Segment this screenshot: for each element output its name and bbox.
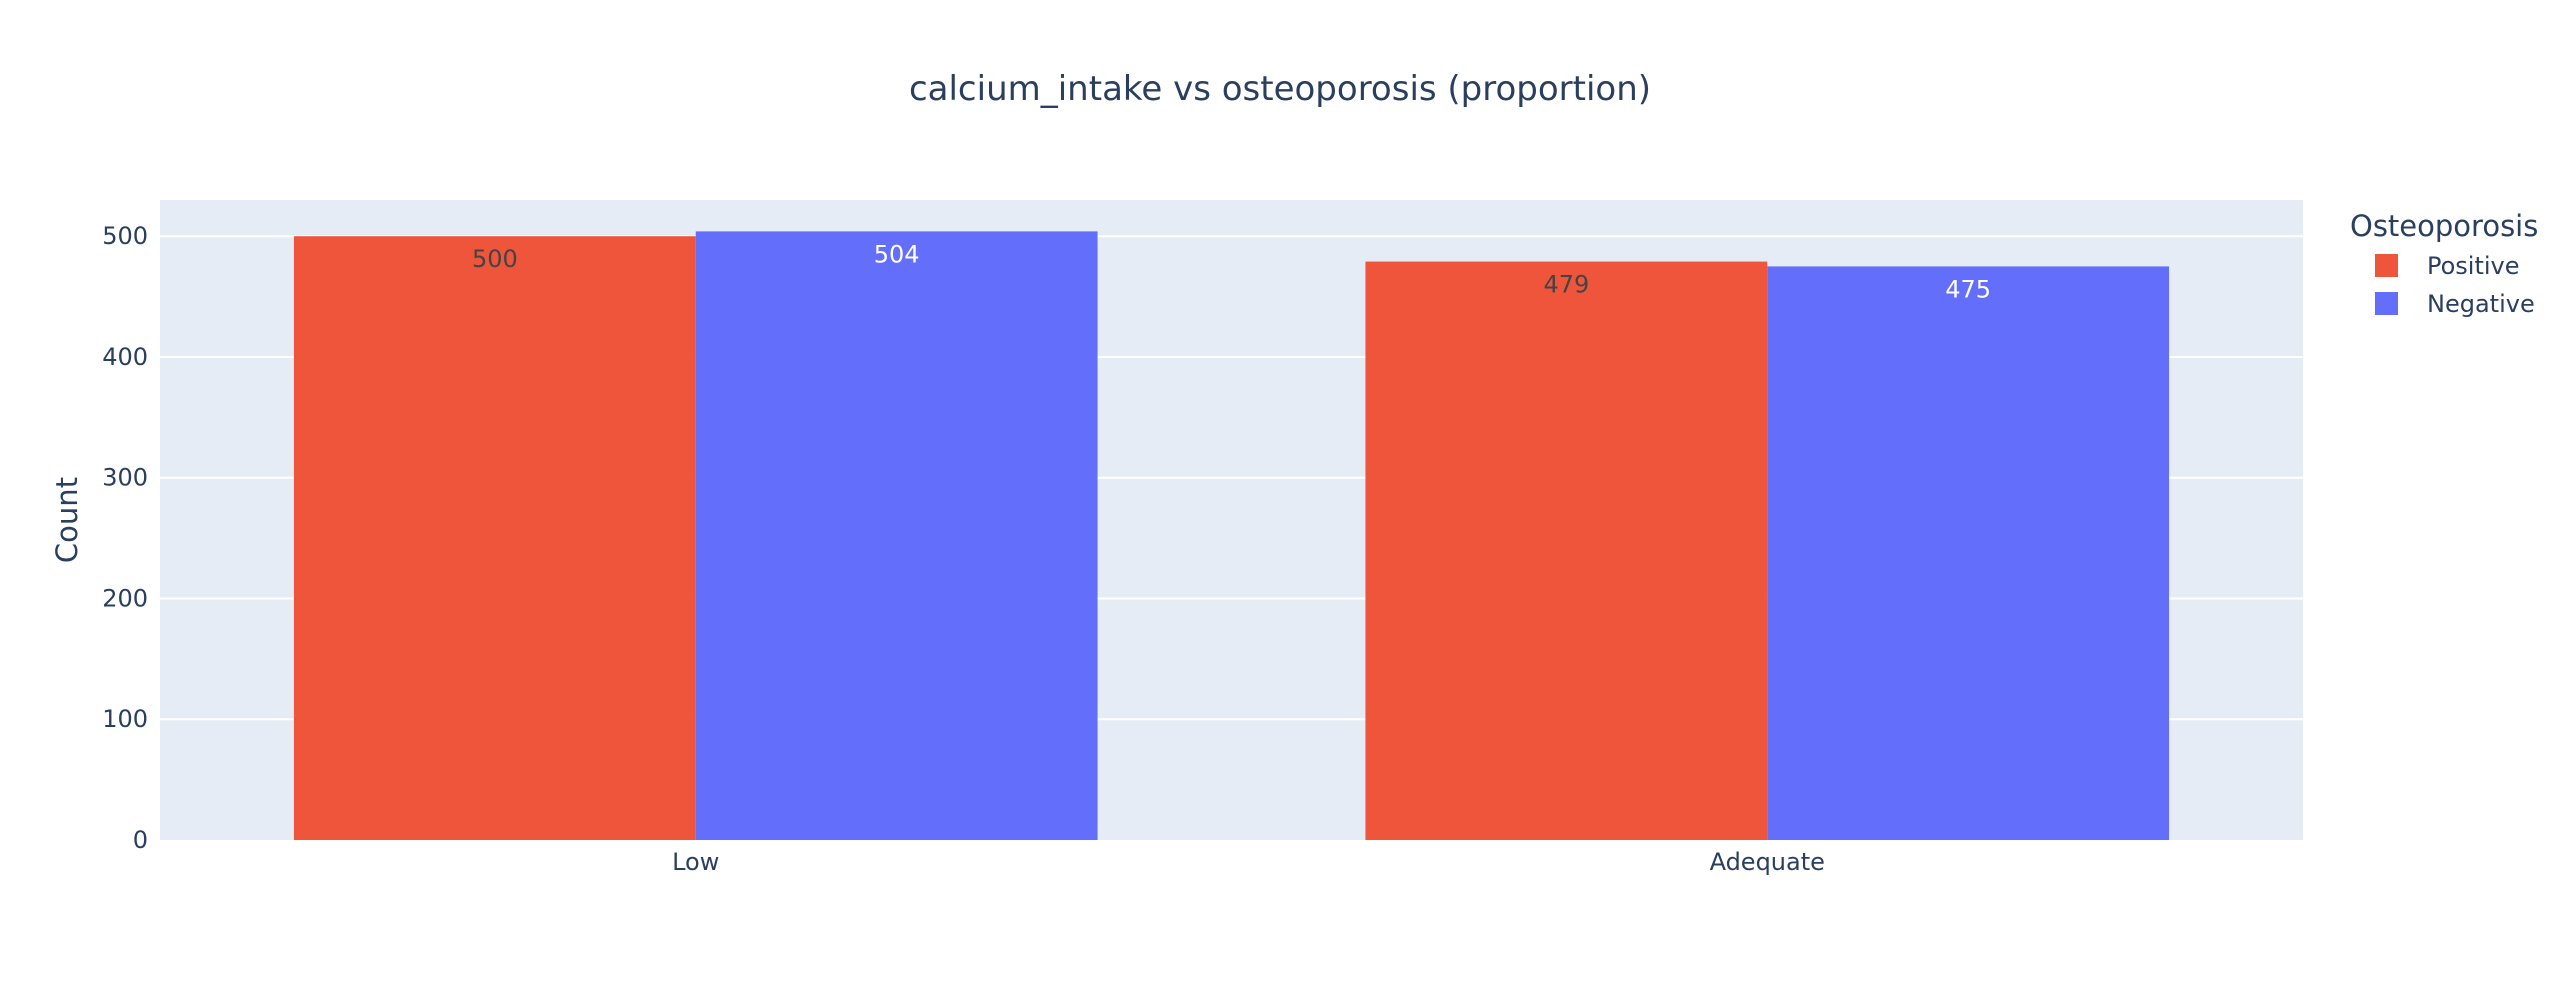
y-tick-label: 400 — [102, 343, 148, 371]
y-tick-label: 500 — [102, 222, 148, 250]
bar — [293, 236, 696, 840]
y-axis-title: Count — [50, 477, 84, 563]
y-tick-label: 100 — [102, 705, 148, 733]
bar-value-label: 475 — [1945, 275, 1991, 303]
chart-title: calcium_intake vs osteoporosis (proporti… — [909, 69, 1651, 109]
bar-value-label: 479 — [1543, 271, 1589, 299]
y-axis-ticks: 0 100 200 300 400 500 — [102, 222, 148, 854]
x-tick-label: Adequate — [1710, 848, 1825, 876]
y-tick-label: 0 — [133, 826, 148, 854]
bar-value-label: 500 — [472, 245, 518, 273]
legend-items: Positive Negative — [2375, 252, 2535, 318]
legend-swatch — [2375, 254, 2398, 277]
legend-label: Negative — [2427, 290, 2535, 318]
data-labels: 500 504 479 475 — [472, 240, 1991, 303]
bar — [1365, 261, 1768, 840]
y-tick-label: 300 — [102, 464, 148, 492]
bar — [695, 231, 1098, 840]
bar-value-label: 504 — [874, 240, 920, 268]
x-tick-label: Low — [672, 848, 719, 876]
legend-label: Positive — [2427, 252, 2520, 280]
bar — [1767, 266, 2170, 840]
bars — [293, 231, 2170, 840]
legend-title: Osteoporosis — [2350, 209, 2538, 243]
y-tick-label: 200 — [102, 584, 148, 612]
x-axis-ticks: Low Adequate — [672, 848, 1825, 876]
legend: Osteoporosis Positive Negative — [2350, 209, 2538, 318]
legend-swatch — [2375, 292, 2398, 315]
